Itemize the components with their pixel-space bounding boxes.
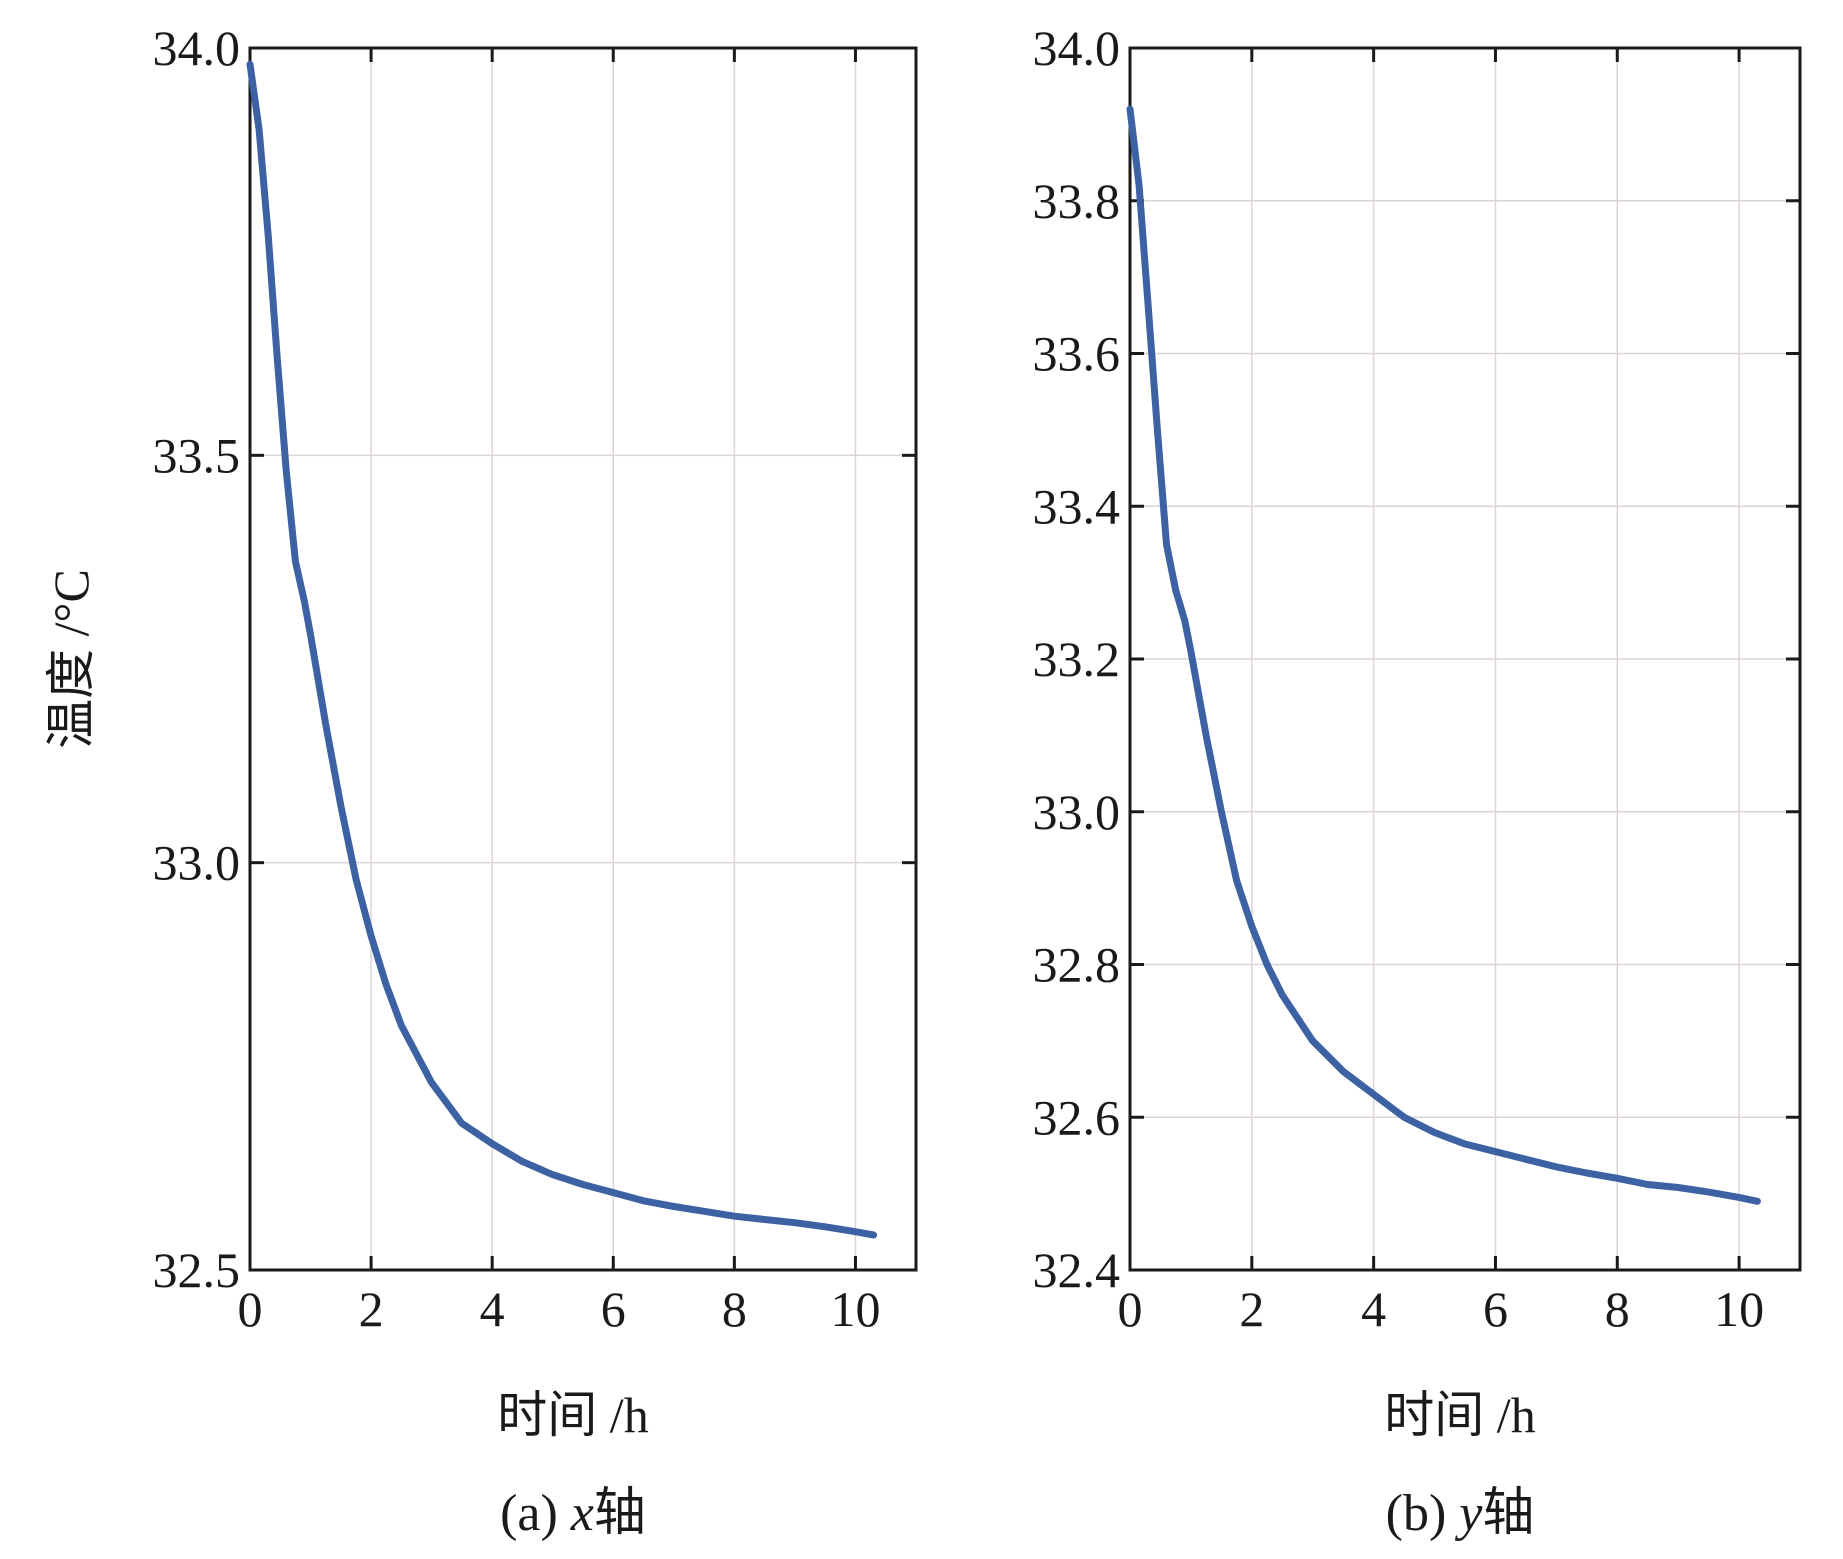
x-tick-label: 0	[1118, 1281, 1143, 1337]
y-tick-label: 33.0	[1033, 784, 1121, 840]
x-tick-label: 2	[359, 1281, 384, 1337]
y-tick-label: 33.8	[1033, 173, 1121, 229]
y-tick-label: 32.4	[1033, 1242, 1121, 1298]
panel-a-caption-suffix: 轴	[594, 1485, 646, 1542]
x-tick-label: 6	[1483, 1281, 1508, 1337]
panel-b-ticks	[1128, 46, 1800, 1272]
y-tick-label: 34.0	[153, 20, 241, 76]
y-tick-label: 33.6	[1033, 326, 1121, 382]
panel-a-caption-var: x	[570, 1485, 594, 1542]
x-tick-label: 4	[480, 1281, 505, 1337]
y-tick-label: 33.0	[153, 835, 241, 891]
panel-a-caption-prefix: (a)	[500, 1485, 558, 1542]
panel-b-caption-prefix: (b)	[1386, 1485, 1447, 1542]
panel-a-series-line	[246, 60, 878, 1239]
panel-b-caption-var: y	[1454, 1485, 1483, 1542]
panel-a-caption: (a) x轴	[500, 1485, 646, 1542]
panel-a-ylabel: 温度 /°C	[43, 569, 99, 749]
panel-a-ticks	[248, 46, 916, 1272]
x-tick-label: 10	[1714, 1281, 1764, 1337]
panel-b-series-line	[1126, 105, 1761, 1205]
y-tick-label: 33.2	[1033, 631, 1121, 687]
panel-b-caption-suffix: 轴	[1482, 1485, 1534, 1542]
y-tick-label: 33.5	[153, 427, 241, 483]
panel-b-tick-labels: 0 2 4 6 8 10 32.4 32.6 32.8 33.0 33.2 33.4 33.6 33.8 3…	[1033, 20, 1765, 1337]
y-tick-label: 32.5	[153, 1242, 241, 1298]
x-tick-label: 0	[238, 1281, 263, 1337]
panel-a-tick-labels: 0 2 4 6 8 10 32.5 33.0 33.5 34.0	[153, 20, 881, 1337]
x-tick-label: 8	[1605, 1281, 1630, 1337]
x-tick-label: 6	[601, 1281, 626, 1337]
x-tick-label: 2	[1239, 1281, 1264, 1337]
x-tick-label: 10	[830, 1281, 880, 1337]
panel-a-frame	[248, 46, 918, 1272]
y-tick-label: 32.8	[1033, 937, 1121, 993]
panel-b: 0 2 4 6 8 10 32.4 32.6 32.8 33.0 33.2 33.4 33.6 33.8 3…	[1033, 20, 1802, 1542]
panel-a: 0 2 4 6 8 10 32.5 33.0 33.5 34.0 温度 /°C 时间 /h (a)…	[43, 20, 918, 1542]
panel-b-grid	[1130, 48, 1800, 1270]
y-tick-label: 34.0	[1033, 20, 1121, 76]
panel-b-caption: (b) y轴	[1386, 1485, 1535, 1542]
y-tick-label: 32.6	[1033, 1089, 1121, 1145]
y-tick-label: 33.4	[1033, 478, 1121, 534]
x-tick-label: 8	[722, 1281, 747, 1337]
panel-a-xlabel: 时间 /h	[497, 1387, 648, 1443]
panel-b-xlabel: 时间 /h	[1384, 1387, 1535, 1443]
panel-a-grid	[250, 48, 916, 1270]
x-tick-label: 4	[1361, 1281, 1386, 1337]
